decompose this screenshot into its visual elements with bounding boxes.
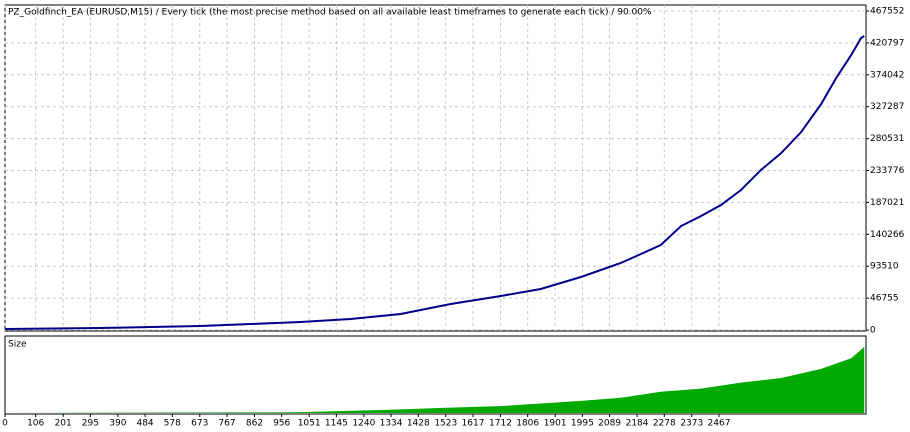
x-tick-label: 1428 — [407, 419, 430, 429]
equity-layer: 0 46755 93510 140266 187021 233776 280531 32728… — [4, 5, 905, 336]
x-tick-label: 295 — [82, 419, 99, 429]
chart-title: PZ_Goldfinch_EA (EURUSD,M15) / Every tic… — [8, 8, 652, 18]
x-tick-label: 1523 — [434, 419, 457, 429]
x-tick-label: 1617 — [462, 419, 485, 429]
x-tick-label: 2089 — [598, 419, 621, 429]
x-tick-label: 1334 — [380, 419, 403, 429]
x-tick-label: 106 — [27, 419, 44, 429]
x-tick-label: 2467 — [708, 419, 731, 429]
size-area — [5, 346, 865, 413]
x-tick-label: 956 — [273, 419, 290, 429]
y-tick-label: 280531 — [870, 134, 904, 144]
x-tick-label: 862 — [246, 419, 263, 429]
y-tick-label: 46755 — [870, 294, 899, 304]
x-tick-label: 673 — [191, 419, 208, 429]
x-tick-label: 1712 — [489, 419, 512, 429]
x-tick-label: 484 — [136, 419, 153, 429]
y-tick-label: 187021 — [870, 198, 904, 208]
x-tick-label: 201 — [55, 419, 72, 429]
y-tick-label: 0 — [870, 326, 876, 336]
x-tick-label: 1901 — [544, 419, 567, 429]
x-tick-label: 390 — [109, 419, 126, 429]
x-tick-label: 1240 — [352, 419, 375, 429]
y-tick-label: 233776 — [870, 166, 905, 176]
x-tick-label: 1995 — [571, 419, 594, 429]
y-tick-label: 140266 — [870, 230, 905, 240]
panel-title: Size — [8, 340, 27, 350]
x-tick-label: 2373 — [680, 419, 703, 429]
x-tick-label: 2184 — [626, 419, 649, 429]
y-tick-label: 93510 — [870, 262, 899, 272]
x-tick-label: 767 — [218, 419, 235, 429]
x-tick-label: 1051 — [298, 419, 321, 429]
x-tick-label: 578 — [164, 419, 181, 429]
x-tick-label: 0 — [2, 419, 8, 429]
equity-panel — [4, 4, 867, 332]
x-tick-label: 1145 — [325, 419, 348, 429]
y-tick-label: 327287 — [870, 102, 904, 112]
y-tick-label: 374042 — [870, 70, 904, 80]
equity-line — [4, 35, 865, 330]
y-tick-label: 467552 — [870, 7, 904, 17]
x-tick-label: 1806 — [516, 419, 539, 429]
size-layer: 0 106 201 295 390 484 578 673 767 862 956 1051 1145 1… — [2, 346, 865, 429]
y-tick-label: 420797 — [870, 38, 904, 48]
x-tick-label: 2278 — [653, 419, 676, 429]
